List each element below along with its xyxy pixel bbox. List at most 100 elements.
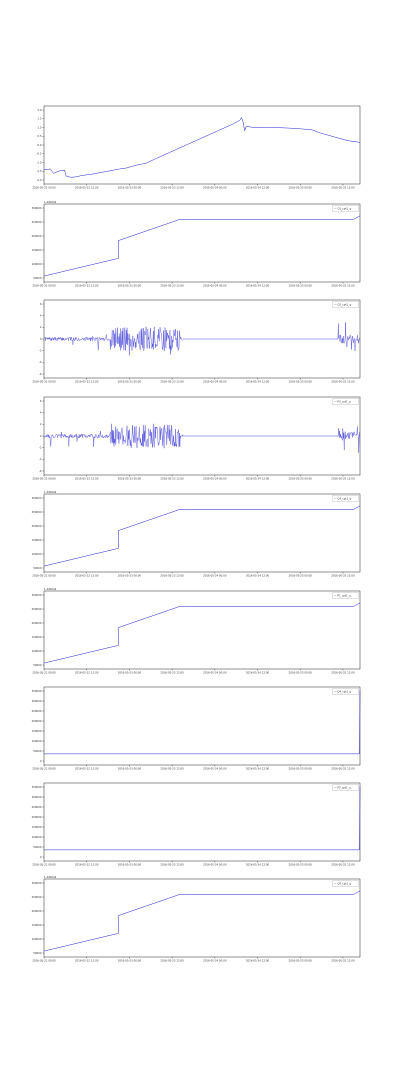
- chart-svg-1: 2.0 1.5 1.0 0.5 0.0 -0.5 -1.0 -1.5 -2.0 2016-05-2…: [32, 105, 361, 190]
- y-tick-label: 50000: [33, 749, 42, 753]
- y-tick-label: 100000: [32, 937, 42, 941]
- x-tick-label: 2016-05-25 00:00: [289, 767, 313, 771]
- axis-offset-label: 1.4902e9: [44, 875, 57, 879]
- x-tick-label: 2016-05-23 00:00: [118, 863, 142, 867]
- legend-label: — Q4_cpt1_q: [334, 690, 351, 694]
- x-tick-label: 2016-05-23 12:00: [160, 671, 184, 675]
- x-tick-label: 2016-05-22 12:00: [75, 671, 99, 675]
- x-tick-label: 2016-05-25 12:00: [331, 863, 355, 867]
- y-tick-label: 2.0: [37, 108, 41, 112]
- y-tick-label: 300000: [32, 206, 42, 210]
- axis-offset-label: 1.4902e9: [44, 587, 57, 591]
- y-tick-label: 50000: [33, 951, 42, 955]
- y-tick-label: 4: [40, 411, 42, 415]
- x-tick-label: 2016-05-24 12:00: [246, 186, 270, 190]
- chart-panel-6: 300000 250000 200000 150000 100000 50000 2016-…: [0, 583, 400, 675]
- y-tick-label: 100000: [32, 552, 42, 556]
- y-tick-label: 0: [40, 759, 42, 763]
- y-tick-label: 150000: [32, 635, 42, 639]
- y-tick-label: -6: [39, 372, 42, 376]
- y-tick-label: 2: [40, 422, 42, 426]
- x-tick-label: 2016-05-24 00:00: [203, 863, 227, 867]
- x-tick-label: 2016-05-24 00:00: [203, 186, 227, 190]
- x-tick-label: 2016-05-22 00:00: [32, 574, 56, 578]
- y-tick-label: 200000: [32, 815, 42, 819]
- y-tick-label: 1.0: [37, 125, 41, 129]
- chart-panel-4: 6 4 2 0 -2 -4 -6 2016-05-22 00:00 2016-05-22 12:…: [0, 389, 400, 481]
- x-tick-label: 2016-05-22 12:00: [75, 284, 99, 288]
- y-tick-label: 0.0: [37, 143, 41, 147]
- x-tick-label: 2016-05-25 00:00: [289, 186, 313, 190]
- legend-label: — P1_cpt1_q: [334, 594, 351, 598]
- series-line: [43, 215, 361, 277]
- y-tick-label: 100000: [32, 262, 42, 266]
- series-line: [43, 116, 361, 178]
- chart-svg-9: 300000 250000 200000 150000 100000 50000 2016-…: [32, 875, 361, 963]
- series-line: [43, 505, 361, 567]
- y-tick-label: 0: [40, 855, 42, 859]
- x-tick-label: 2016-05-25 00:00: [289, 863, 313, 867]
- x-tick-label: 2016-05-24 12:00: [246, 767, 270, 771]
- x-tick-label: 2016-05-25 12:00: [331, 767, 355, 771]
- x-tick-label: 2016-05-23 12:00: [160, 186, 184, 190]
- x-tick-label: 2016-05-23 00:00: [118, 186, 142, 190]
- y-tick-label: 100000: [32, 739, 42, 743]
- x-tick-label: 2016-05-25 12:00: [331, 574, 355, 578]
- x-tick-label: 2016-05-23 12:00: [160, 863, 184, 867]
- x-tick-label: 2016-05-24 00:00: [203, 380, 227, 384]
- x-tick-label: 2016-05-22 12:00: [75, 959, 99, 963]
- legend-box: [332, 301, 359, 308]
- legend-label: — Q3_cpt1_q: [334, 497, 351, 501]
- x-tick-label: 2016-05-24 00:00: [203, 959, 227, 963]
- y-tick-label: 200000: [32, 621, 42, 625]
- y-tick-label: -1.0: [36, 160, 41, 164]
- legend-label: — Q5_cpt1_q: [334, 882, 351, 886]
- x-tick-label: 2016-05-24 12:00: [246, 284, 270, 288]
- x-tick-label: 2016-05-23 12:00: [160, 574, 184, 578]
- y-tick-label: 100000: [32, 835, 42, 839]
- x-tick-label: 2016-05-25 12:00: [331, 671, 355, 675]
- y-tick-label: 300000: [32, 881, 42, 885]
- x-tick-label: 2016-05-24 12:00: [246, 477, 270, 481]
- x-tick-label: 2016-05-22 12:00: [75, 380, 99, 384]
- chart-panel-9: 300000 250000 200000 150000 100000 50000 2016-…: [0, 871, 400, 963]
- x-tick-label: 2016-05-25 00:00: [289, 959, 313, 963]
- chart-svg-4: 6 4 2 0 -2 -4 -6 2016-05-22 00:00 2016-05-22 12:…: [32, 396, 361, 481]
- y-tick-label: 1.5: [37, 117, 41, 121]
- legend-box: [332, 688, 359, 695]
- chart-svg-6: 300000 250000 200000 150000 100000 50000 2016-…: [32, 587, 361, 675]
- axis-offset-label: 1.4902e9: [44, 490, 57, 494]
- y-tick-label: -4: [39, 360, 42, 364]
- y-tick-label: 150000: [32, 248, 42, 252]
- x-tick-label: 2016-05-24 00:00: [203, 284, 227, 288]
- y-tick-label: 250000: [32, 709, 42, 713]
- x-tick-label: 2016-05-23 12:00: [160, 380, 184, 384]
- x-tick-label: 2016-05-24 00:00: [203, 767, 227, 771]
- x-tick-label: 2016-05-23 12:00: [160, 959, 184, 963]
- y-tick-label: 0: [40, 434, 42, 438]
- x-tick-label: 2016-05-22 00:00: [32, 767, 56, 771]
- chart-panel-2: 300000 250000 200000 150000 100000 50000 2016-…: [0, 196, 400, 288]
- legend-box: [332, 592, 359, 599]
- legend-label: — Q2_cpt1_q: [334, 303, 351, 307]
- y-tick-label: 250000: [32, 220, 42, 224]
- y-tick-label: 300000: [32, 496, 42, 500]
- x-tick-label: 2016-05-23 00:00: [118, 477, 142, 481]
- y-tick-label: -6: [39, 469, 42, 473]
- x-tick-label: 2016-05-24 12:00: [246, 863, 270, 867]
- x-tick-label: 2016-05-22 12:00: [75, 574, 99, 578]
- series-line: [43, 602, 361, 664]
- y-tick-label: 250000: [32, 805, 42, 809]
- x-tick-label: 2016-05-23 00:00: [118, 284, 142, 288]
- y-tick-label: 200000: [32, 719, 42, 723]
- x-tick-label: 2016-05-24 12:00: [246, 959, 270, 963]
- legend-box: [332, 398, 359, 405]
- y-tick-label: 300000: [32, 795, 42, 799]
- chart-svg-3: 6 4 2 0 -2 -4 -6 2016-05-22 00:00 2016-05-22 12:…: [32, 299, 361, 384]
- y-tick-label: 0: [40, 337, 42, 341]
- chart-panel-3: 6 4 2 0 -2 -4 -6 2016-05-22 00:00 2016-05-22 12:…: [0, 292, 400, 384]
- y-tick-label: 150000: [32, 825, 42, 829]
- x-tick-label: 2016-05-24 12:00: [246, 671, 270, 675]
- x-tick-label: 2016-05-22 00:00: [32, 477, 56, 481]
